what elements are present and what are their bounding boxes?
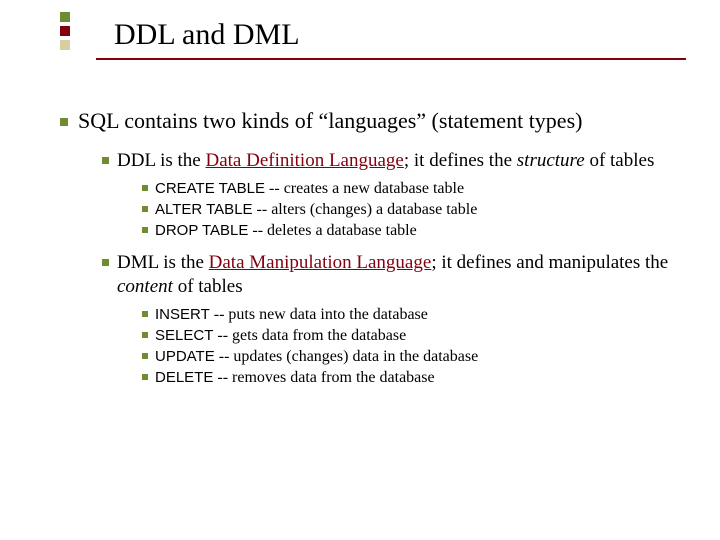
dml-item: INSERT -- puts new data into the databas… [155,304,428,325]
dml-item: SELECT -- gets data from the database [155,325,406,346]
level3-item: ALTER TABLE -- alters (changes) a databa… [142,199,690,220]
content-list: SQL contains two kinds of “languages” (s… [60,108,690,388]
title-rule [96,58,686,60]
dml-term: Data Manipulation Language [209,252,432,273]
level3-item: UPDATE -- updates (changes) data in the … [142,346,690,367]
text-fragment: ; it defines and manipulates the [431,252,668,273]
square-bullet-icon [142,227,148,233]
text-fragment: ; it defines the [404,150,517,171]
ddl-term: Data Definition Language [205,150,403,171]
level3-item: DROP TABLE -- deletes a database table [142,220,690,241]
ddl-item: CREATE TABLE -- creates a new database t… [155,178,464,199]
square-bullet-icon [102,157,109,164]
sql-desc: -- deletes a database table [248,222,416,239]
text-fragment: DDL is the [117,150,205,171]
square-bullet-icon [142,374,148,380]
square-bullet-icon [142,311,148,317]
slide: DDL and DML SQL contains two kinds of “l… [0,0,720,418]
sql-desc: -- updates (changes) data in the databas… [215,348,478,365]
level1-item: SQL contains two kinds of “languages” (s… [60,108,690,135]
dml-definition: DML is the Data Manipulation Language; i… [117,251,690,297]
sql-desc: -- creates a new database table [265,180,464,197]
text-fragment: of tables [585,150,655,171]
level2-item: DDL is the Data Definition Language; it … [102,149,690,172]
sql-desc: -- alters (changes) a database table [253,201,478,218]
dml-italic: content [117,276,173,297]
slide-title: DDL and DML [114,18,300,52]
level2-item: DML is the Data Manipulation Language; i… [102,251,690,297]
dml-item: DELETE -- removes data from the database [155,367,435,388]
sql-desc: -- removes data from the database [213,369,434,386]
ddl-italic: structure [517,150,585,171]
text-fragment: DML is the [117,252,209,273]
sql-command: INSERT [155,306,210,323]
title-decoration-icon [60,12,70,52]
text-fragment: of tables [173,276,243,297]
ddl-item: ALTER TABLE -- alters (changes) a databa… [155,199,477,220]
sql-command: UPDATE [155,348,215,365]
sql-desc: -- puts new data into the database [210,306,428,323]
square-bullet-icon [60,118,68,126]
level3-item: DELETE -- removes data from the database [142,367,690,388]
dml-item: UPDATE -- updates (changes) data in the … [155,346,478,367]
square-bullet-icon [142,332,148,338]
dml-group: DML is the Data Manipulation Language; i… [60,251,690,388]
title-row: DDL and DML [96,18,690,52]
level3-item: SELECT -- gets data from the database [142,325,690,346]
level3-item: INSERT -- puts new data into the databas… [142,304,690,325]
level3-item: CREATE TABLE -- creates a new database t… [142,178,690,199]
square-bullet-icon [142,206,148,212]
sql-command: CREATE TABLE [155,180,265,197]
square-bullet-icon [142,353,148,359]
ddl-definition: DDL is the Data Definition Language; it … [117,149,654,172]
ddl-group: DDL is the Data Definition Language; it … [60,149,690,242]
sql-command: ALTER TABLE [155,201,253,218]
sql-desc: -- gets data from the database [213,327,406,344]
sql-command: DELETE [155,369,213,386]
sql-command: SELECT [155,327,213,344]
level1-text: SQL contains two kinds of “languages” (s… [78,108,582,135]
square-bullet-icon [102,259,109,266]
ddl-item: DROP TABLE -- deletes a database table [155,220,417,241]
sql-command: DROP TABLE [155,222,248,239]
square-bullet-icon [142,185,148,191]
